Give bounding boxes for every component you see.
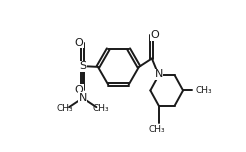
Text: O: O <box>75 85 83 95</box>
Text: O: O <box>75 38 83 48</box>
Text: CH₃: CH₃ <box>93 104 109 113</box>
Text: N: N <box>154 69 163 79</box>
Text: N: N <box>78 93 87 103</box>
Text: CH₃: CH₃ <box>56 104 73 113</box>
Text: S: S <box>79 61 86 71</box>
Text: CH₃: CH₃ <box>149 125 166 134</box>
Text: O: O <box>151 30 160 40</box>
Text: CH₃: CH₃ <box>196 86 213 95</box>
